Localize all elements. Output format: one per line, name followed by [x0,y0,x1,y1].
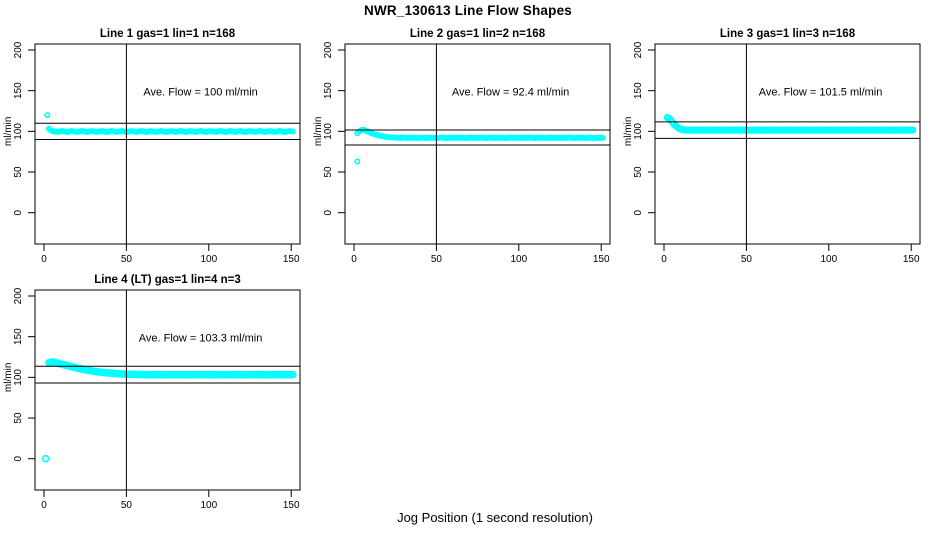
x-axis-label: Jog Position (1 second resolution) [397,510,593,525]
data-points [354,126,606,165]
plot-box [34,289,301,491]
y-axis-label: ml/min [3,363,14,392]
y-tick-label: 100 [323,123,334,140]
y-tick-label: 200 [13,41,24,58]
x-tick-label: 50 [431,254,443,265]
y-tick-label: 200 [323,41,334,58]
y-tick-label: 100 [633,123,644,140]
outlier-point [41,454,50,463]
x-tick-label: 0 [41,254,47,265]
y-tick-label: 0 [13,209,24,215]
data-points [41,358,297,463]
y-tick-label: 200 [13,287,24,304]
y-tick-label: 50 [633,166,644,178]
y-tick-label: 0 [323,209,334,215]
data-point [909,126,917,134]
chart-panel-line-1: Line 1 gas=1 lin=1 n=168 0 50 100 150 200 0 50 1… [1,20,306,286]
y-axis-label: ml/min [3,117,14,146]
plot-box [34,43,301,245]
x-tick-label: 50 [741,254,753,265]
data-points [44,112,296,136]
y-tick-label: 200 [633,41,644,58]
x-tick-label: 100 [200,254,217,265]
y-tick-label: 50 [323,166,334,178]
x-tick-label: 0 [41,500,47,511]
x-tick-label: 0 [661,254,667,265]
x-tick-label: 100 [820,254,837,265]
panel-plot: Line 1 gas=1 lin=1 n=168 0 50 100 150 200 0 50 1… [3,28,301,265]
x-tick-label: 100 [510,254,527,265]
chart-panel-line-3: Line 3 gas=1 lin=3 n=168 0 50 100 150 200 0 50 1… [621,20,926,286]
y-tick-label: 150 [323,82,334,99]
x-tick-label: 150 [283,254,300,265]
panel-title: Line 1 gas=1 lin=1 n=168 [100,28,236,40]
plot-box [344,43,611,245]
chart-panel-line-4: Line 4 (LT) gas=1 lin=4 n=3 0 50 100 150 200 0… [1,266,306,532]
panel-title: Line 3 gas=1 lin=3 n=168 [720,28,856,40]
ave-flow-annotation: Ave. Flow = 100 ml/min [143,87,257,99]
y-tick-label: 150 [13,82,24,99]
x-tick-label: 100 [200,500,217,511]
y-tick-label: 150 [633,82,644,99]
x-tick-label: 50 [121,500,133,511]
data-points [663,113,917,134]
x-tick-label: 50 [121,254,133,265]
x-tick-label: 150 [593,254,610,265]
panel-plot: Line 2 gas=1 lin=2 n=168 0 50 100 150 200 0 50 1… [313,28,611,265]
panel-title: Line 2 gas=1 lin=2 n=168 [410,28,546,40]
ave-flow-annotation: Ave. Flow = 101.5 ml/min [759,87,883,99]
ave-flow-annotation: Ave. Flow = 92.4 ml/min [452,87,569,99]
figure-title: NWR_130613 Line Flow Shapes [364,3,572,18]
y-axis-label: ml/min [313,117,324,146]
data-point [44,112,51,119]
y-tick-label: 100 [13,123,24,140]
outlier-point [354,158,361,165]
y-tick-label: 50 [13,412,24,424]
plot-box [654,43,921,245]
data-point [289,128,296,135]
y-tick-label: 100 [13,369,24,386]
panel-plot: Line 3 gas=1 lin=3 n=168 0 50 100 150 200 0 50 1… [623,28,921,265]
data-point [599,134,606,141]
ave-flow-annotation: Ave. Flow = 103.3 ml/min [139,333,263,345]
y-tick-label: 150 [13,328,24,345]
y-tick-label: 0 [633,209,644,215]
x-tick-label: 0 [351,254,357,265]
y-tick-label: 50 [13,166,24,178]
x-tick-label: 150 [283,500,300,511]
chart-panel-line-2: Line 2 gas=1 lin=2 n=168 0 50 100 150 200 0 50 1… [311,20,616,286]
x-tick-label: 150 [903,254,920,265]
panel-title: Line 4 (LT) gas=1 lin=4 n=3 [94,274,240,286]
y-tick-label: 0 [13,455,24,461]
y-axis-label: ml/min [623,117,634,146]
panel-plot: Line 4 (LT) gas=1 lin=4 n=3 0 50 100 150 200 0… [3,274,301,511]
data-point [289,370,297,379]
